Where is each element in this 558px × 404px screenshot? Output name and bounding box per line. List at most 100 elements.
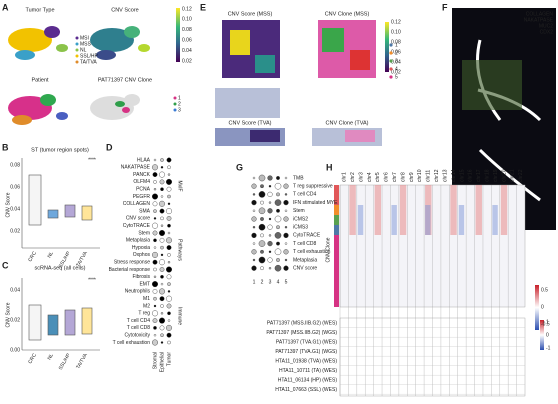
column-label: Tumor	[166, 352, 172, 367]
dot	[283, 200, 289, 206]
subplot-title: Tumor Type	[25, 7, 54, 13]
dot	[260, 217, 264, 221]
dot	[252, 225, 256, 229]
chromosome-label: chr5	[375, 172, 381, 182]
dot	[153, 334, 157, 337]
colorbar-tick: 0.06	[182, 38, 192, 44]
dot	[276, 192, 280, 197]
dot	[258, 207, 266, 215]
dot	[167, 223, 171, 228]
sample-label: PAT71397 (MSS.IIB.G2) (WES)	[267, 320, 337, 326]
dot	[160, 158, 164, 162]
dot	[268, 234, 272, 237]
colorbar-tick: 0.08	[391, 39, 401, 45]
legend-swatches	[75, 36, 177, 112]
dot	[251, 249, 257, 255]
subplot-title: CNV Score	[111, 7, 139, 13]
dot	[283, 216, 289, 222]
chromosome-label: chr10	[417, 169, 423, 182]
dot	[260, 249, 264, 254]
chromosome-label: chr13	[442, 169, 448, 182]
cnv-signal	[500, 185, 508, 235]
dot	[258, 174, 266, 182]
chromosome-label: chr17	[476, 169, 482, 182]
dot	[166, 332, 172, 338]
dot	[252, 209, 256, 213]
group-label: MxIF	[177, 180, 183, 191]
row-label: Stress response	[114, 260, 150, 266]
dot	[268, 267, 272, 270]
colorbar-tick: 0.08	[182, 27, 192, 33]
legend-label: 2	[395, 50, 398, 56]
dot	[274, 199, 282, 206]
legend-label: 3	[178, 107, 181, 113]
dot	[151, 339, 158, 346]
dot	[258, 191, 266, 198]
subplot-title: scRNA-seq (all cells)	[34, 265, 85, 271]
dot	[274, 264, 282, 272]
legend-label: TA/TVA	[80, 59, 97, 65]
colorbar	[176, 8, 180, 62]
dot	[153, 187, 157, 191]
chromosome-label: chr6	[384, 172, 390, 182]
legend-label: 3	[395, 58, 398, 64]
dot	[151, 251, 158, 258]
panel-label: A	[2, 2, 9, 12]
dot	[153, 296, 157, 301]
cnv-signal	[425, 205, 431, 235]
dot	[284, 258, 288, 262]
colorbar-tick: 0.02	[391, 69, 401, 75]
dot	[158, 200, 165, 207]
dot	[160, 253, 164, 257]
dot	[158, 229, 165, 236]
marker-label: CDX2	[540, 29, 554, 35]
row-label: CNV score	[126, 216, 150, 222]
marker-label: MUC2	[539, 23, 553, 29]
dot	[160, 333, 164, 338]
colorbar-tick: 1	[546, 319, 549, 325]
legend-swatch	[389, 75, 393, 79]
dot	[153, 246, 157, 249]
colorbar-tick: 0.5	[541, 287, 548, 293]
row-label: HLAA	[137, 157, 151, 163]
colorbar-tick: 0.04	[182, 48, 192, 54]
subplot-title: ST (tumor region spots)	[31, 147, 89, 153]
dot	[251, 183, 257, 189]
row-label: Cytotoxicity	[124, 333, 150, 339]
dot	[167, 165, 171, 170]
dot	[268, 250, 272, 254]
dot	[267, 257, 273, 263]
chromosome-label: chr9	[409, 172, 415, 182]
x-tick-label: CRC	[27, 250, 38, 263]
x-tick-label: CRC	[27, 352, 38, 365]
dot	[158, 317, 165, 324]
dot	[152, 288, 158, 294]
dot	[167, 173, 171, 176]
dot	[252, 193, 256, 196]
dot	[151, 193, 158, 200]
chromosome-label: chr20	[501, 169, 507, 182]
dot	[274, 215, 282, 223]
row-label: PCNA	[136, 187, 151, 193]
box-plots	[21, 158, 100, 351]
colorbar-tick: 0.04	[391, 59, 401, 65]
subplot-title: CNV Clone (TVA)	[326, 120, 369, 126]
marker-label: COLLAGEN	[526, 11, 554, 17]
dot	[160, 274, 164, 279]
row-label: COLLAGEN	[123, 201, 151, 207]
dot	[152, 259, 158, 265]
colorbar-tick: 0.12	[391, 19, 401, 25]
dot	[166, 303, 172, 309]
dot	[167, 194, 171, 199]
legend-label: 1	[178, 95, 181, 101]
chromosome-label: chr16	[468, 169, 474, 182]
colorbar	[535, 285, 539, 330]
subplot-title: PAT71397 CNV Clone	[98, 77, 152, 83]
x-tick-label: NL	[46, 250, 55, 259]
legend-label: SSL/HP	[80, 53, 98, 59]
sample-label: HTA11_01938 (TVA) (WES)	[275, 358, 337, 364]
legend-label: 2	[178, 101, 181, 107]
subplot-title: CNV Score (TVA)	[229, 120, 272, 126]
tissue-region	[462, 60, 522, 110]
dot	[153, 267, 157, 272]
